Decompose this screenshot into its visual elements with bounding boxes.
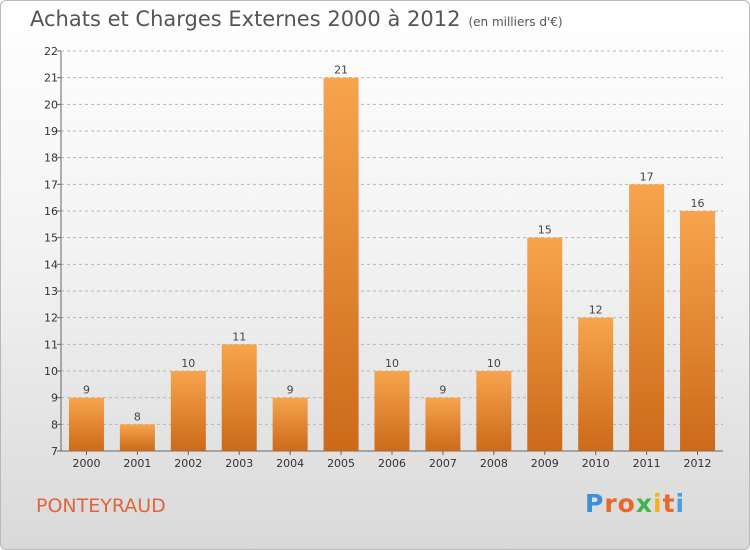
chart-unit-text: (en milliers d'€) xyxy=(468,15,563,29)
logo-letter: P xyxy=(585,489,605,518)
data-label: 10 xyxy=(487,357,501,370)
bar xyxy=(374,371,410,451)
x-tick-label: 2006 xyxy=(378,457,406,470)
bar xyxy=(629,184,665,452)
labels: 7 8 9 10 11 12 13 14 15 16 17 18 19 20 21 22 9 2000 8 2001 1… xyxy=(44,45,712,470)
bar xyxy=(425,397,461,451)
y-tick-label: 19 xyxy=(44,125,58,138)
x-tick-label: 2008 xyxy=(480,457,508,470)
data-label: 17 xyxy=(640,170,654,183)
y-tick-label: 22 xyxy=(44,45,58,58)
y-tick-label: 7 xyxy=(51,445,58,458)
logo-letter: t xyxy=(662,489,676,518)
bar xyxy=(323,77,359,452)
y-tick-label: 12 xyxy=(44,312,58,325)
bar xyxy=(221,344,257,451)
bar xyxy=(68,397,104,451)
y-tick-label: 11 xyxy=(44,338,58,351)
logo-letter: x xyxy=(635,489,653,518)
logo-letter: i xyxy=(675,489,686,518)
y-tick-label: 16 xyxy=(44,205,58,218)
y-tick-label: 8 xyxy=(51,418,58,431)
x-tick-label: 2001 xyxy=(123,457,151,470)
x-tick-label: 2002 xyxy=(174,457,202,470)
bar xyxy=(119,424,155,451)
data-label: 10 xyxy=(385,357,399,370)
x-tick-label: 2012 xyxy=(684,457,712,470)
proxiti-logo: Proxiti xyxy=(585,489,685,518)
y-tick-label: 15 xyxy=(44,232,58,245)
y-tick-label: 10 xyxy=(44,365,58,378)
y-tick-label: 14 xyxy=(44,258,58,271)
data-label: 10 xyxy=(181,357,195,370)
data-label: 9 xyxy=(83,384,90,397)
logo-letter: o xyxy=(617,489,636,518)
y-tick-label: 21 xyxy=(44,72,58,85)
x-tick-label: 2004 xyxy=(276,457,304,470)
data-label: 16 xyxy=(691,197,705,210)
x-tick-label: 2005 xyxy=(327,457,355,470)
data-label: 12 xyxy=(589,304,603,317)
x-tick-label: 2009 xyxy=(531,457,559,470)
bar xyxy=(578,317,614,451)
bar xyxy=(527,237,563,451)
logo-letter: r xyxy=(604,489,618,518)
x-tick-label: 2000 xyxy=(72,457,100,470)
bar xyxy=(476,371,512,451)
data-label: 15 xyxy=(538,224,552,237)
data-label: 9 xyxy=(439,384,446,397)
bar xyxy=(680,211,716,451)
data-label: 9 xyxy=(287,384,294,397)
y-tick-label: 17 xyxy=(44,178,58,191)
chart-title: Achats et Charges Externes 2000 à 2012 (e… xyxy=(30,7,563,31)
y-tick-label: 18 xyxy=(44,152,58,165)
y-tick-label: 13 xyxy=(44,285,58,298)
x-tick-label: 2010 xyxy=(582,457,610,470)
x-tick-label: 2011 xyxy=(633,457,661,470)
bar xyxy=(272,397,308,451)
town-name: PONTEYRAUD xyxy=(36,495,166,517)
logo-letter: i xyxy=(653,489,663,518)
bars xyxy=(68,77,716,452)
chart-title-text: Achats et Charges Externes 2000 à 2012 xyxy=(30,7,461,31)
data-label: 11 xyxy=(232,330,246,343)
y-tick-label: 20 xyxy=(44,98,58,111)
bar xyxy=(170,371,206,451)
data-label: 21 xyxy=(334,64,348,77)
x-tick-label: 2003 xyxy=(225,457,253,470)
y-tick-label: 9 xyxy=(51,392,58,405)
data-label: 8 xyxy=(134,410,141,423)
x-tick-label: 2007 xyxy=(429,457,457,470)
